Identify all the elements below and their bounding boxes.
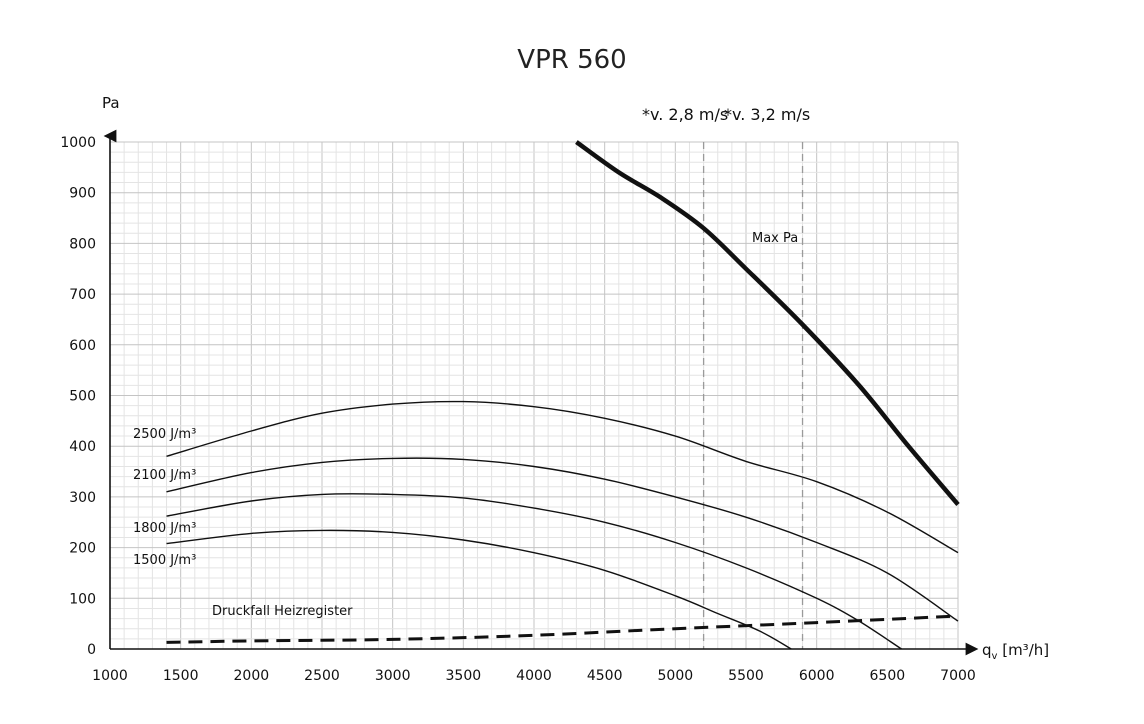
x-axis-label: qv [m³/h] [982, 641, 1049, 662]
x-tick-label: 1000 [92, 668, 128, 684]
y-tick-label: 1000 [60, 135, 96, 151]
x-tick-label: 2000 [234, 668, 270, 684]
series-line-2500-j-m [166, 400, 959, 554]
x-tick-label: 6000 [799, 668, 835, 684]
y-tick-label: 100 [69, 591, 96, 607]
x-tick-label: 4500 [587, 668, 623, 684]
x-axis-label-main: q [982, 641, 992, 659]
y-tick-label: 0 [87, 642, 96, 658]
x-tick-label: 6500 [870, 668, 906, 684]
series-labels: Max Pa 2500 J/m³ 2100 J/m³ 1800 J/m³ 1500 J/… [133, 231, 798, 619]
y-tick-label: 600 [69, 338, 96, 354]
reference-line-label: *v. 3,2 m/s [724, 105, 810, 124]
series-line-2100-j-m [166, 457, 959, 622]
x-tick-label: 1500 [163, 668, 199, 684]
x-tick-label: 4000 [516, 668, 552, 684]
series-line-max-pa [575, 140, 960, 506]
x-tick-label: 3000 [375, 668, 411, 684]
series-line-druckfall-heizregister [166, 614, 959, 644]
y-axis-label: Pa [102, 94, 120, 112]
x-tick-label: 5500 [728, 668, 764, 684]
chart-title: VPR 560 [517, 45, 626, 75]
x-tick-label: 7000 [940, 668, 976, 684]
y-tick-label: 200 [69, 541, 96, 557]
y-tick-label: 300 [69, 490, 96, 506]
x-tick-label: 5000 [658, 668, 694, 684]
series-label: 2100 J/m³ [133, 468, 196, 483]
y-tick-label: 800 [69, 236, 96, 252]
series-label: 1800 J/m³ [133, 521, 196, 536]
axes [103, 129, 979, 656]
tick-labels: 1000 1500 2000 2500 3000 3500 4000 4500 5000 5500… [60, 135, 975, 684]
series-label: Max Pa [752, 231, 798, 246]
reference-line-label: *v. 2,8 m/s [642, 105, 728, 124]
series-label: 2500 J/m³ [133, 427, 196, 442]
series-label: 1500 J/m³ [133, 553, 196, 568]
y-tick-label: 700 [69, 287, 96, 303]
y-tick-label: 400 [69, 439, 96, 455]
x-axis-label-unit: [m³/h] [997, 641, 1049, 659]
x-tick-label: 2500 [304, 668, 340, 684]
x-axis-label-sub: v [992, 651, 998, 662]
series-group [166, 140, 960, 650]
grid [109, 141, 959, 650]
x-tick-label: 3500 [446, 668, 482, 684]
y-tick-label: 900 [69, 186, 96, 202]
series-label: Druckfall Heizregister [212, 604, 353, 619]
series-line-1800-j-m [166, 493, 902, 650]
y-tick-label: 500 [69, 389, 96, 405]
series-line-1500-j-m [166, 529, 792, 650]
